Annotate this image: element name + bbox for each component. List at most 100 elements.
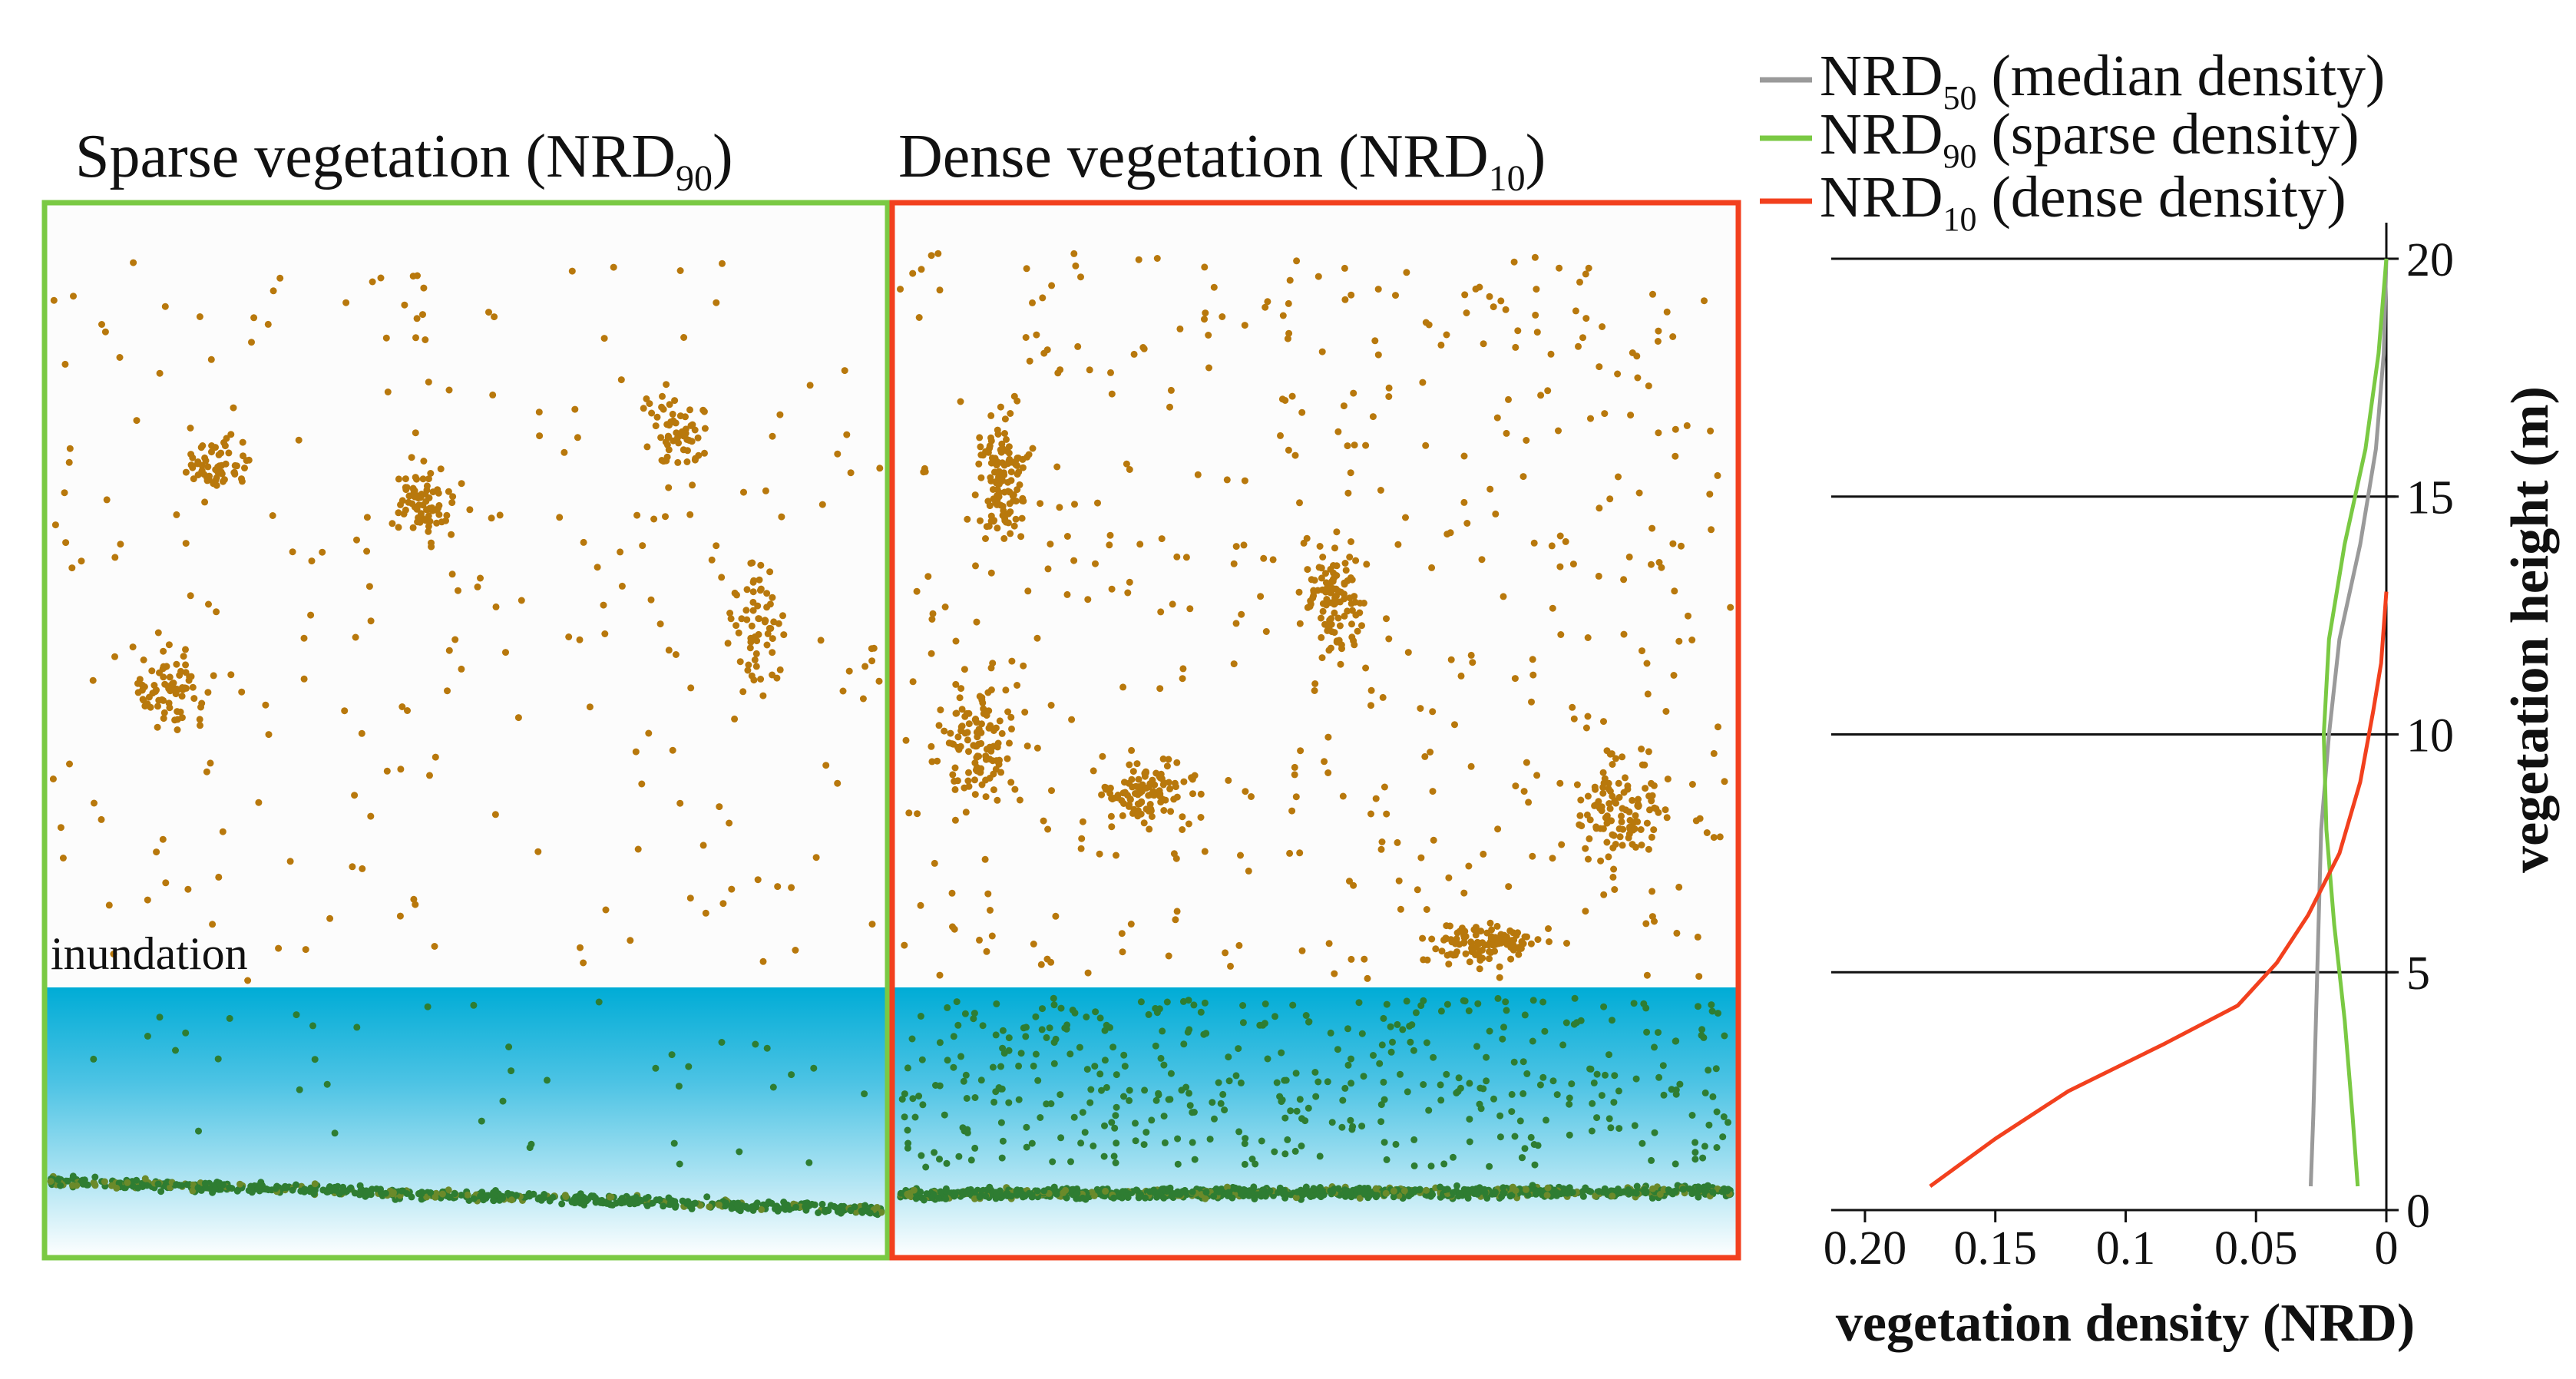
canopy-point bbox=[1348, 955, 1355, 963]
canopy-point bbox=[295, 436, 303, 444]
canopy-point bbox=[170, 680, 177, 686]
ground-point bbox=[763, 1201, 771, 1208]
submerged-point bbox=[1531, 1161, 1539, 1169]
ground-point bbox=[458, 1192, 465, 1199]
canopy-point bbox=[1662, 708, 1670, 715]
submerged-point bbox=[936, 1156, 943, 1163]
canopy-point bbox=[1002, 686, 1010, 694]
canopy-point bbox=[1374, 286, 1382, 293]
ground-point bbox=[1724, 1186, 1732, 1193]
submerged-point bbox=[1466, 1080, 1473, 1087]
canopy-point bbox=[1639, 647, 1645, 655]
canopy-point bbox=[1119, 812, 1126, 819]
submerged-point bbox=[1381, 1096, 1388, 1103]
canopy-point bbox=[215, 451, 223, 458]
canopy-point bbox=[743, 616, 751, 623]
ground-point bbox=[154, 1180, 162, 1188]
canopy-point bbox=[1609, 873, 1617, 881]
canopy-point bbox=[382, 334, 390, 342]
canopy-point bbox=[238, 475, 245, 483]
submerged-point bbox=[967, 1156, 975, 1164]
canopy-point bbox=[1012, 515, 1020, 523]
submerged-point bbox=[1566, 1094, 1573, 1102]
canopy-point bbox=[665, 647, 673, 654]
canopy-point bbox=[412, 474, 419, 481]
canopy-point bbox=[1079, 818, 1086, 825]
submerged-point bbox=[931, 1149, 938, 1156]
canopy-point bbox=[1420, 956, 1427, 964]
canopy-point bbox=[738, 615, 746, 623]
canopy-point bbox=[702, 909, 709, 917]
canopy-point bbox=[437, 465, 445, 473]
canopy-point bbox=[936, 971, 944, 979]
canopy-point bbox=[973, 618, 980, 626]
submerged-point bbox=[1437, 1081, 1444, 1089]
canopy-point bbox=[1634, 374, 1642, 382]
submerged-point bbox=[1023, 1024, 1030, 1031]
submerged-point bbox=[527, 1140, 535, 1148]
canopy-point bbox=[111, 554, 119, 561]
submerged-point bbox=[1057, 1134, 1065, 1142]
canopy-point bbox=[233, 462, 240, 470]
canopy-point bbox=[367, 812, 375, 820]
canopy-point bbox=[1321, 758, 1328, 766]
canopy-point bbox=[1523, 759, 1530, 766]
canopy-point bbox=[670, 437, 677, 445]
canopy-point bbox=[656, 620, 664, 628]
canopy-point bbox=[1136, 800, 1143, 808]
dense-vegetation-panel bbox=[889, 200, 1741, 1261]
canopy-point bbox=[1443, 935, 1450, 943]
canopy-point bbox=[1240, 541, 1248, 549]
canopy-point bbox=[1599, 789, 1607, 797]
submerged-point bbox=[1394, 1020, 1401, 1028]
canopy-point bbox=[1340, 402, 1348, 410]
canopy-point bbox=[1121, 779, 1128, 786]
submerged-point bbox=[1708, 1001, 1715, 1009]
canopy-point bbox=[1587, 415, 1594, 422]
submerged-point bbox=[1344, 1025, 1351, 1033]
submerged-point bbox=[1156, 1005, 1163, 1013]
ground-point bbox=[1028, 1191, 1036, 1199]
canopy-point bbox=[743, 586, 751, 594]
canopy-point bbox=[586, 703, 594, 711]
canopy-point bbox=[1584, 713, 1592, 720]
sparse-point-cloud bbox=[47, 259, 885, 1219]
submerged-point bbox=[1553, 1091, 1561, 1099]
canopy-point bbox=[158, 696, 166, 703]
canopy-point bbox=[976, 693, 984, 700]
canopy-point bbox=[1633, 352, 1641, 360]
canopy-point bbox=[751, 656, 759, 663]
canopy-point bbox=[265, 731, 273, 739]
ground-point bbox=[1669, 1190, 1677, 1198]
canopy-point bbox=[976, 434, 984, 441]
canopy-point bbox=[98, 815, 105, 823]
submerged-point bbox=[961, 1010, 969, 1017]
canopy-point bbox=[915, 314, 923, 321]
submerged-point bbox=[999, 1027, 1007, 1034]
canopy-point bbox=[412, 334, 419, 342]
canopy-point bbox=[207, 355, 215, 363]
canopy-point bbox=[1637, 826, 1645, 833]
canopy-point bbox=[1007, 508, 1014, 516]
submerged-point bbox=[915, 1093, 923, 1100]
submerged-point bbox=[1611, 1072, 1619, 1080]
canopy-point bbox=[105, 901, 113, 909]
ground-point bbox=[133, 1176, 141, 1184]
canopy-point bbox=[1004, 755, 1011, 762]
submerged-point bbox=[1539, 1073, 1547, 1081]
ground-point bbox=[570, 1195, 578, 1203]
canopy-point bbox=[1179, 665, 1187, 673]
canopy-point bbox=[648, 409, 656, 417]
canopy-point bbox=[1094, 499, 1101, 507]
submerged-point bbox=[1720, 1113, 1728, 1120]
submerged-point bbox=[971, 1094, 979, 1101]
submerged-point bbox=[788, 1071, 795, 1079]
submerged-point bbox=[805, 1159, 813, 1166]
canopy-point bbox=[1622, 774, 1629, 782]
submerged-point bbox=[1490, 1095, 1497, 1103]
canopy-point bbox=[602, 906, 610, 914]
ground-point bbox=[792, 1203, 799, 1211]
ground-point bbox=[1632, 1189, 1640, 1197]
canopy-point bbox=[1533, 329, 1541, 336]
canopy-point bbox=[1284, 335, 1291, 342]
